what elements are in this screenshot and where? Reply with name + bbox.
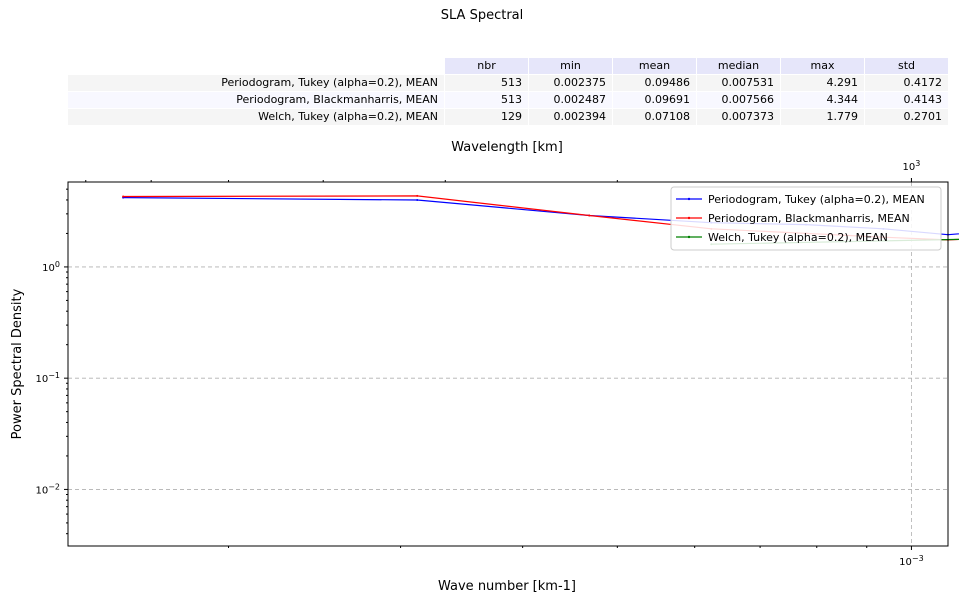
cell-min: 0.002394 [529,109,612,125]
y-axis-label: Power Spectral Density [10,288,25,439]
y-tick-label: 10−1 [35,371,60,386]
data-point [588,214,591,217]
table-row: Periodogram, Tukey (alpha=0.2), MEAN 513… [68,75,948,91]
cell-mean: 0.09486 [613,75,696,91]
table-row: Periodogram, Blackmanharris, MEAN 513 0.… [68,92,948,108]
statistics-table: nbr min mean median max std Periodogram,… [67,57,949,126]
column-header-min: min [529,58,612,74]
axes-frame [67,181,949,547]
cell-max: 4.291 [781,75,864,91]
cell-min: 0.002375 [529,75,612,91]
cell-mean: 0.07108 [613,109,696,125]
cell-std: 0.4143 [865,92,948,108]
legend-marker [687,197,691,201]
cell-min: 0.002487 [529,92,612,108]
cell-nbr: 129 [445,109,528,125]
row-label: Periodogram, Blackmanharris, MEAN [68,92,444,108]
legend-marker [687,235,691,239]
data-point [122,195,125,198]
cell-nbr: 513 [445,75,528,91]
legend-label: Periodogram, Blackmanharris, MEAN [708,212,910,225]
cell-mean: 0.09691 [613,92,696,108]
y-tick-label: 10−2 [35,482,60,497]
cell-max: 1.779 [781,109,864,125]
cell-median: 0.007531 [697,75,780,91]
legend-label: Periodogram, Tukey (alpha=0.2), MEAN [708,193,925,206]
cell-std: 0.4172 [865,75,948,91]
chart-title: SLA Spectral [440,8,524,23]
data-point [416,194,419,197]
grid-lines [68,182,948,546]
column-header-median: median [697,58,780,74]
table-row: Welch, Tukey (alpha=0.2), MEAN 129 0.002… [68,109,948,125]
series-line [123,197,959,236]
cell-nbr: 513 [445,92,528,108]
cell-median: 0.007566 [697,92,780,108]
data-point [416,198,419,201]
column-header-mean: mean [613,58,696,74]
column-header-max: max [781,58,864,74]
series-line [711,238,959,245]
top-tick-label: 103 [903,159,921,174]
cell-median: 0.007373 [697,109,780,125]
top-axis-label: Wavelength [km] [451,140,563,155]
row-label: Welch, Tukey (alpha=0.2), MEAN [68,109,444,125]
legend-box [670,186,942,251]
legend-label: Welch, Tukey (alpha=0.2), MEAN [708,231,888,244]
legend-marker [687,216,691,220]
y-tick-label: 100 [42,259,60,274]
cell-max: 4.344 [781,92,864,108]
legend: Periodogram, Tukey (alpha=0.2), MEAN Peri… [670,186,942,251]
column-header-std: std [865,58,948,74]
table-header-row: nbr min mean median max std [68,58,948,74]
row-label: Periodogram, Tukey (alpha=0.2), MEAN [68,75,444,91]
column-header-nbr: nbr [445,58,528,74]
x-axis-label: Wave number [km-1] [438,579,576,594]
x-tick-label: 10−3 [899,554,924,569]
cell-std: 0.2701 [865,109,948,125]
